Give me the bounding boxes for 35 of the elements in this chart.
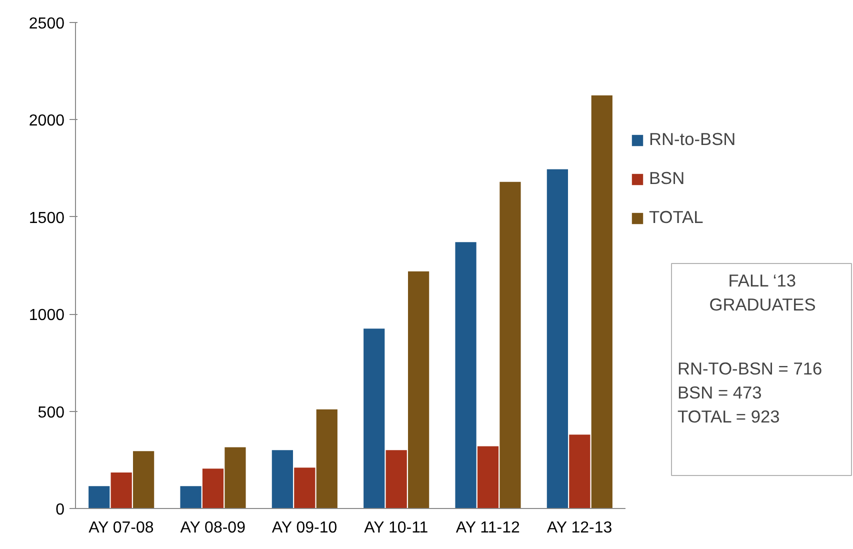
bar — [294, 468, 316, 508]
bar — [202, 468, 224, 508]
bar — [500, 182, 521, 508]
x-tick-label: AY 11-12 — [456, 520, 520, 536]
bar — [546, 169, 568, 508]
bar — [455, 242, 476, 508]
bar — [569, 434, 590, 508]
bar — [272, 450, 293, 508]
bar — [386, 450, 407, 508]
x-tick-label: AY 12-13 — [546, 520, 612, 536]
text: RN-TO-BSN = 716 BSN = 473 TOTAL = 923 — [678, 358, 822, 426]
y-tick-label: 2000 — [28, 112, 65, 130]
legend-label: RN-to-BSN — [649, 129, 736, 150]
bar — [591, 95, 612, 508]
bar — [477, 446, 499, 508]
y-tick-label: 1000 — [28, 307, 65, 324]
y-tick-label: 0 — [56, 502, 65, 518]
bar — [88, 486, 110, 508]
text: FALL ‘13 GRADUATES — [709, 270, 816, 314]
bar — [224, 447, 246, 508]
bar — [364, 328, 385, 508]
bar — [133, 451, 154, 508]
x-tick-label: AY 08-09 — [180, 520, 246, 536]
y-tick-label: 2500 — [28, 16, 65, 32]
y-tick-label: 500 — [38, 404, 65, 422]
bar — [180, 486, 202, 508]
x-tick-label: AY 09-10 — [272, 520, 338, 536]
bar — [408, 271, 430, 508]
x-tick-label: AY 10-11 — [364, 520, 428, 536]
legend-label: BSN — [649, 168, 685, 189]
x-tick-label: AY 07-08 — [88, 520, 154, 536]
bar — [110, 472, 132, 508]
legend-label: TOTAL — [649, 207, 704, 228]
y-tick-label: 1500 — [28, 210, 65, 227]
bar — [316, 409, 338, 508]
